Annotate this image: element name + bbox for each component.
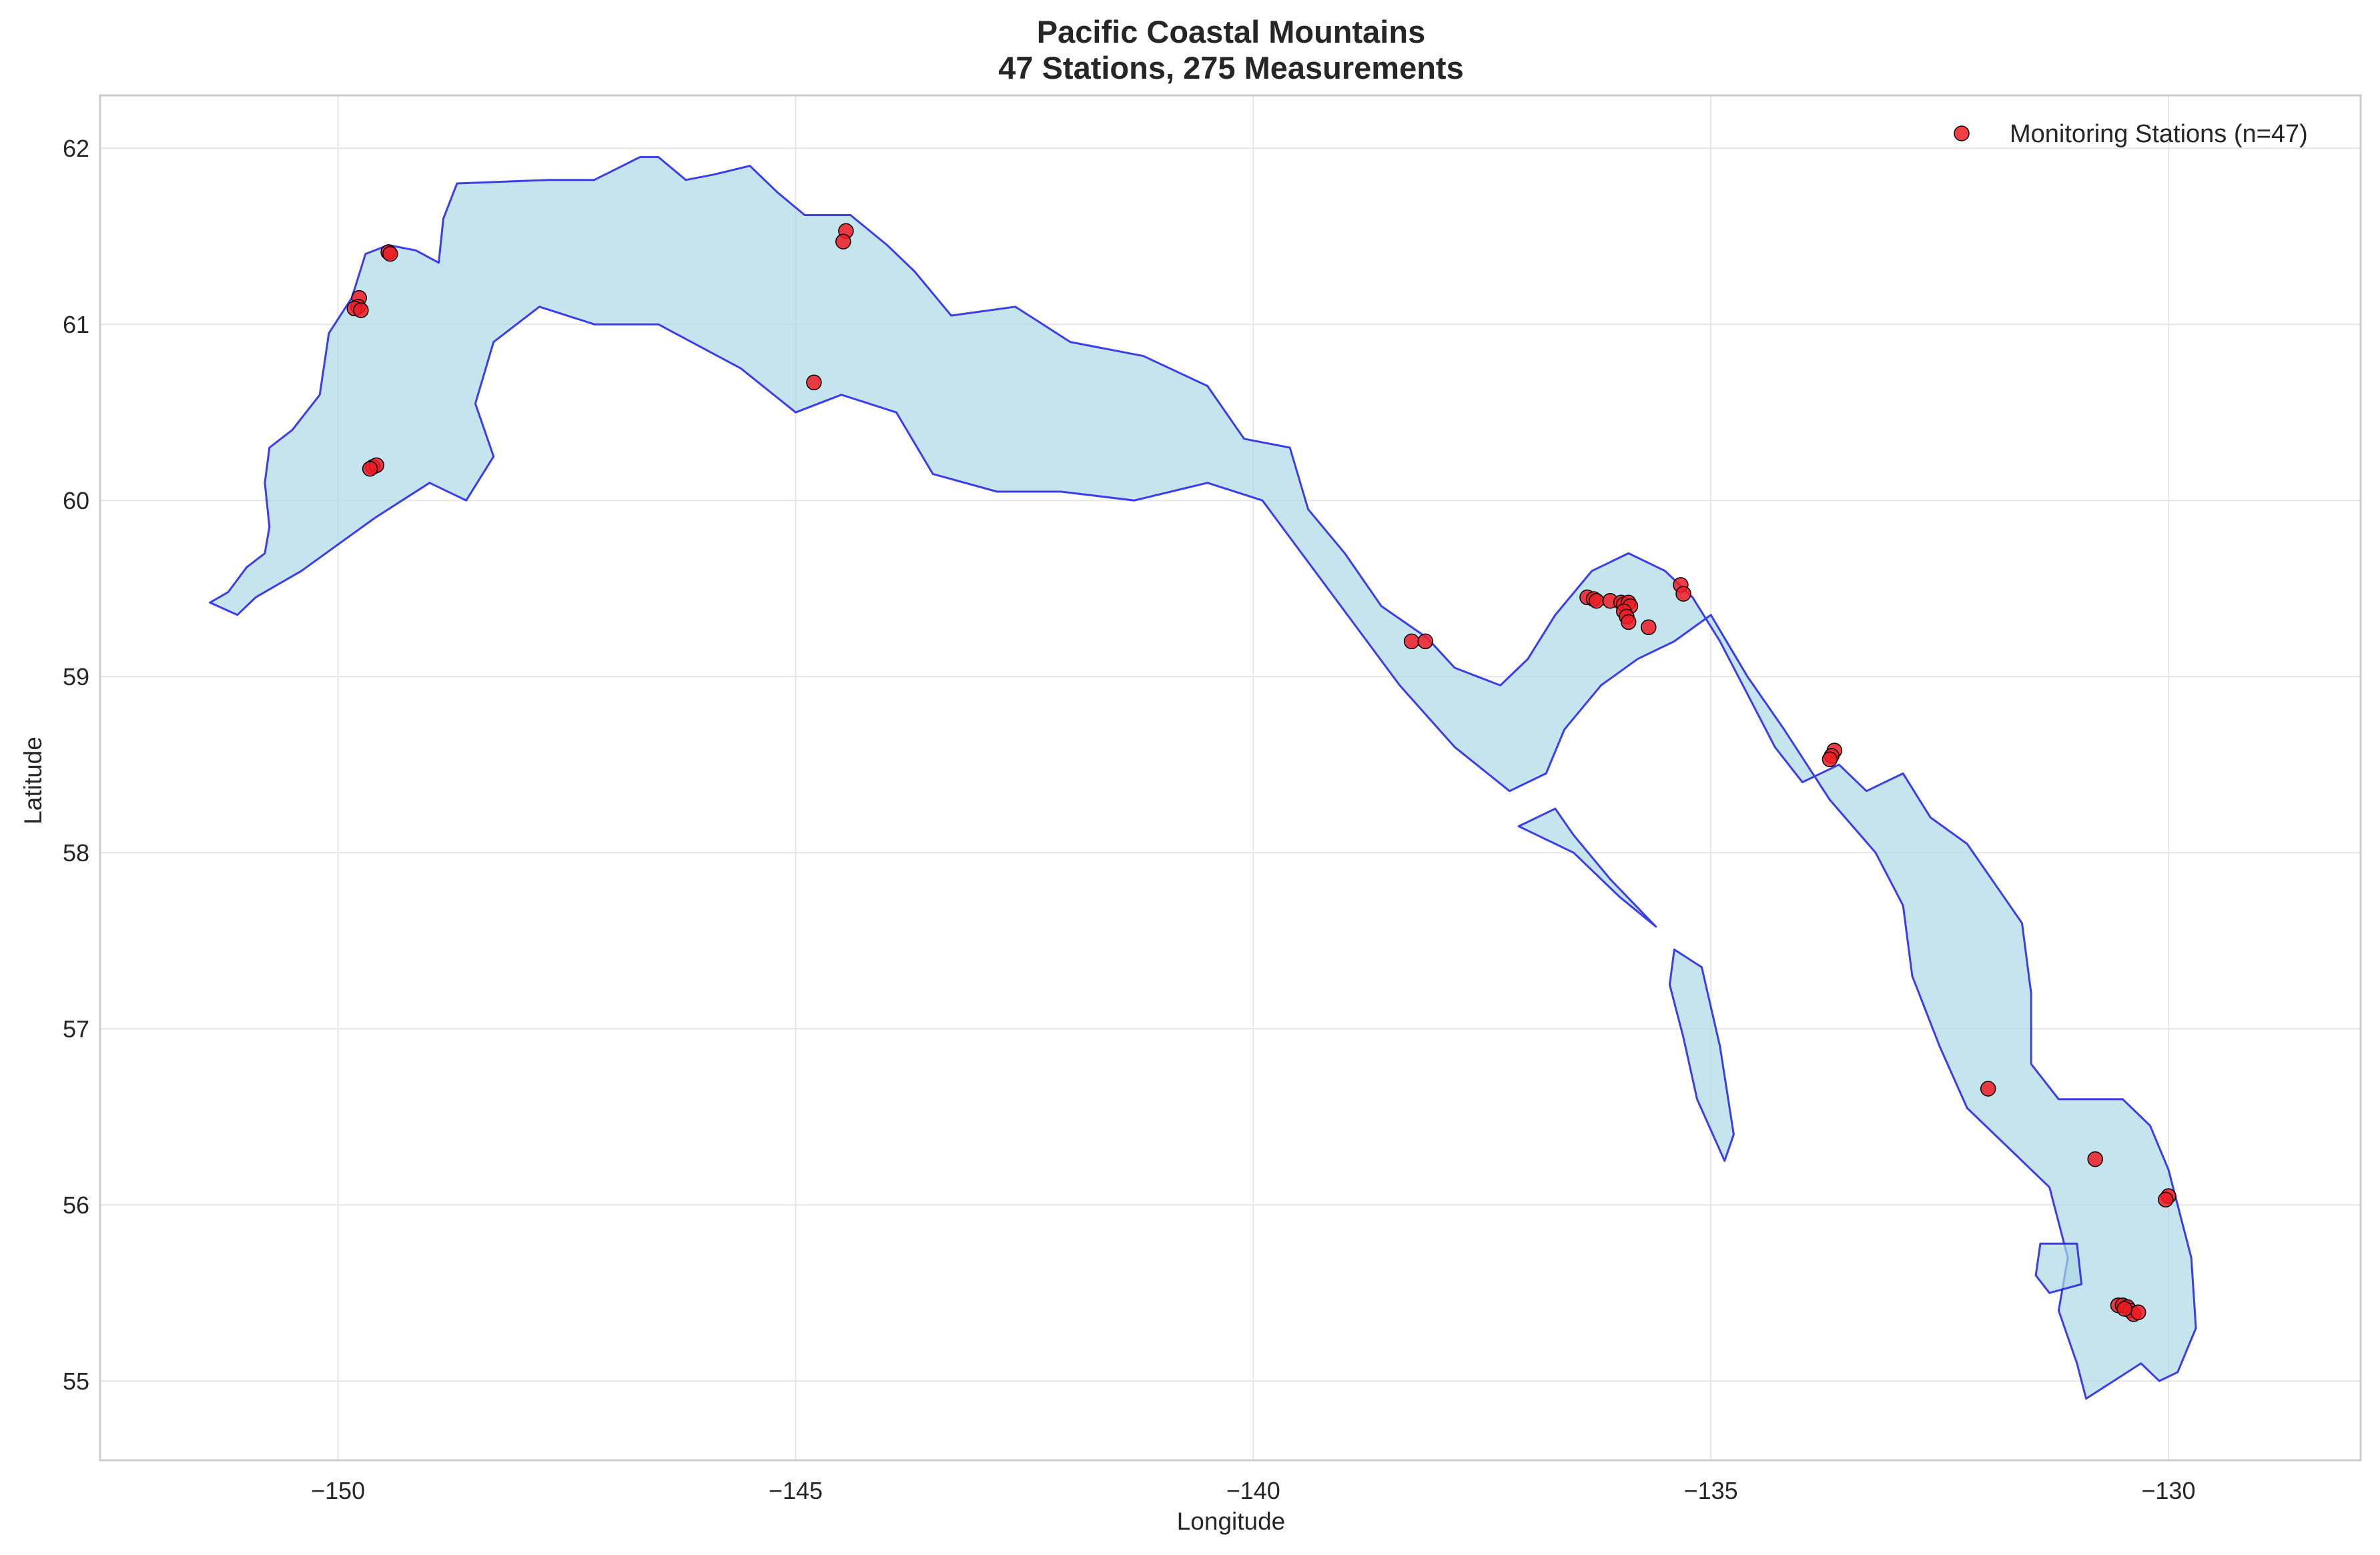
map-title: Pacific Coastal Mountains — [1037, 14, 1425, 49]
y-tick-label: 58 — [63, 839, 89, 867]
x-tick-label: −135 — [1684, 1477, 1738, 1504]
y-axis-label: Latitude — [19, 736, 47, 825]
station-point — [1417, 633, 1433, 650]
y-tick-label: 59 — [63, 663, 89, 690]
y-tick-label: 55 — [63, 1368, 89, 1395]
x-tick-label: −150 — [311, 1477, 365, 1504]
station-point — [1403, 633, 1420, 650]
station-point — [362, 460, 378, 477]
station-point — [2116, 1301, 2132, 1317]
station-point — [1641, 619, 1657, 636]
station-point — [1675, 586, 1691, 602]
station-point — [2158, 1191, 2174, 1208]
plot-frame — [99, 94, 2362, 1462]
y-tick-label: 60 — [63, 487, 89, 514]
map-subtitle: 47 Stations, 275 Measurements — [998, 50, 1463, 85]
y-tick-label: 61 — [63, 311, 89, 338]
island-region — [1517, 807, 1657, 928]
island-region — [2034, 1242, 2083, 1294]
x-tick-label: −130 — [2141, 1477, 2195, 1504]
station-point — [353, 302, 369, 318]
legend-label: Monitoring Stations (n=47) — [2010, 120, 2308, 148]
x-axis-label: Longitude — [1177, 1508, 1286, 1535]
y-tick-label: 57 — [63, 1015, 89, 1043]
station-point — [2130, 1304, 2146, 1320]
station-point — [1588, 592, 1605, 609]
station-point — [2087, 1151, 2103, 1167]
station-point — [1620, 614, 1637, 630]
station-points — [346, 223, 2176, 1322]
region-outlines — [209, 155, 2197, 1400]
legend-marker — [1954, 125, 1970, 141]
x-tick-labels: −150 −145 −140 −135 −130 — [311, 1477, 2195, 1504]
legend: Monitoring Stations (n=47) — [1954, 120, 2308, 148]
mainland-region — [209, 155, 2197, 1400]
y-tick-label: 62 — [63, 135, 89, 162]
station-point — [835, 233, 851, 249]
x-tick-label: −140 — [1226, 1477, 1280, 1504]
station-point — [382, 245, 398, 262]
y-tick-label: 56 — [63, 1191, 89, 1219]
station-point — [1980, 1081, 1996, 1097]
island-region — [1668, 948, 1735, 1162]
station-point — [1822, 751, 1838, 768]
x-tick-label: −145 — [769, 1477, 823, 1504]
station-point — [806, 374, 822, 391]
y-tick-labels: 55 56 57 58 59 60 61 62 — [63, 135, 89, 1395]
